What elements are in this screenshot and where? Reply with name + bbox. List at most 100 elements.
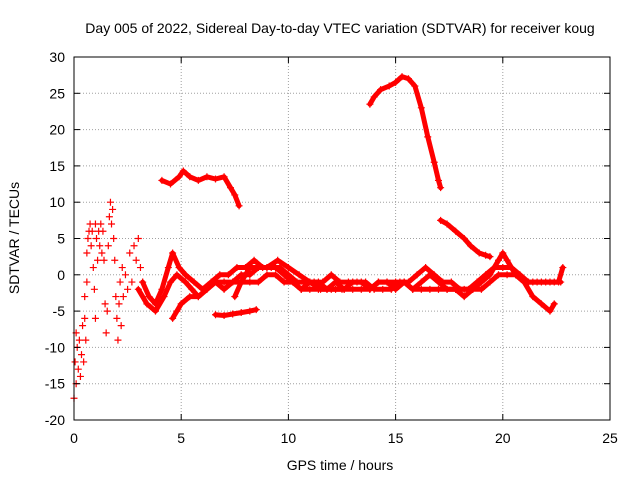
data-point [434,176,442,184]
x-tick-label: 15 [388,430,404,446]
data-point [284,264,292,272]
data-point [111,256,119,264]
data-point [499,249,507,257]
data-point [112,293,120,301]
data-point [512,271,520,279]
data-point [96,242,104,250]
data-point [413,271,421,279]
data-point [83,249,91,257]
data-point [128,278,136,286]
data-point [254,264,262,272]
data-point [166,180,174,188]
series-trace [140,250,564,307]
data-point [99,227,107,235]
data-point [385,82,393,90]
data-point [119,293,127,301]
data-point [81,314,89,322]
data-point [169,314,177,322]
data-point [417,104,425,112]
data-point [115,300,123,308]
data-point [94,256,102,264]
data-point [274,256,282,264]
data-point [252,306,260,314]
data-point [555,278,563,286]
data-point [409,285,417,293]
data-point [231,293,239,301]
data-point [101,300,109,308]
data-point [169,249,177,257]
data-point [559,264,567,272]
data-point [537,278,545,286]
x-tick-label: 10 [281,430,297,446]
data-point [88,227,96,235]
y-axis-label: SDTVAR / TECUs [6,182,22,294]
data-point [121,271,129,279]
data-point [495,256,503,264]
data-point [437,216,445,224]
data-point [233,264,241,272]
data-point [220,285,228,293]
data-point [145,293,153,301]
data-point [71,358,79,366]
data-point [179,167,187,175]
data-point [74,365,82,373]
data-point [158,176,166,184]
data-point [104,242,112,250]
x-tick-label: 25 [602,430,618,446]
data-point [134,235,142,242]
data-point [105,213,113,221]
data-point [250,256,258,264]
data-point [175,173,183,181]
data-point [398,73,406,81]
data-point [353,278,361,286]
data-point [186,293,194,301]
data-point [319,278,327,286]
data-point [430,158,438,166]
chart-title: Day 005 of 2022, Sidereal Day-to-day VTE… [85,20,594,36]
data-point [460,293,468,301]
series-segment-mid [212,306,260,319]
data-point [452,227,460,235]
data-point [89,264,97,272]
data-point [263,264,271,272]
data-point [473,278,481,286]
data-point [194,293,202,301]
data-point [203,285,211,293]
data-point [98,249,106,257]
data-point [424,133,432,141]
data-point [529,278,537,286]
data-point [404,75,412,83]
grid-layer [74,57,610,420]
data-point [173,307,181,315]
data-point [417,285,425,293]
data-point [295,271,303,279]
data-point [87,242,95,250]
data-point [93,235,101,242]
data-point [136,264,144,272]
data-point [280,278,288,286]
data-point [117,322,125,330]
data-point [422,264,430,272]
data-point [467,242,475,250]
data-point [190,278,198,286]
data-point [366,100,374,108]
data-point [216,271,224,279]
data-point [503,256,511,264]
data-point [203,173,211,181]
data-point [443,285,451,293]
data-point [537,300,545,308]
data-point [482,251,490,259]
y-tick-label: -15 [45,376,65,392]
data-point [124,285,132,293]
data-point [212,175,220,183]
data-point [374,278,382,286]
data-point [126,249,134,257]
data-point [78,351,86,359]
data-point [477,285,485,293]
data-point [132,256,140,264]
data-point [246,307,254,315]
data-point [344,278,352,286]
data-point [370,93,378,101]
